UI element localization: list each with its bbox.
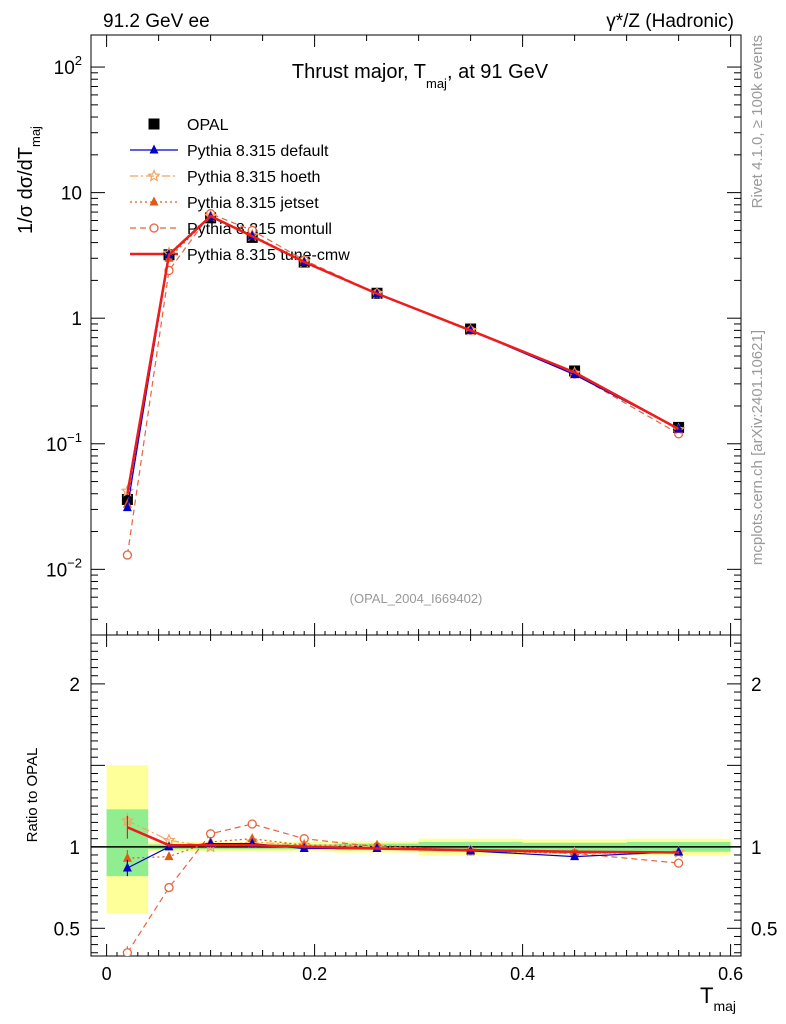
y-axis-label: 1/σ dσ/dTmaj [15, 126, 43, 234]
legend-label-opal: OPAL [187, 117, 229, 134]
legend-label-montull: Pythia 8.315 montull [187, 221, 332, 238]
ratio-y-tick-label: 0.5 [54, 919, 80, 940]
ratio-y-tick-label: 2 [69, 675, 80, 696]
header-energy: 91.2 GeV ee [103, 11, 210, 32]
ratio-point-montull [673, 858, 684, 868]
axis-ticks [91, 35, 741, 956]
legend-marker-opal [148, 118, 160, 130]
y-tick-label: 102 [54, 53, 82, 79]
rivet-version-label: Rivet 4.1.0, ≥ 100k events [749, 35, 766, 208]
x-tick-label: 0.2 [302, 964, 327, 984]
y-tick-label: 10−1 [46, 430, 82, 456]
legend-label-jetset: Pythia 8.315 jetset [187, 195, 319, 212]
ratio-bands [106, 765, 731, 914]
ratio-y-axis-label: Ratio to OPAL [24, 748, 41, 843]
ratio-point-default [122, 862, 132, 872]
y-tick-label: 1 [71, 309, 82, 330]
legend-marker-montull [149, 223, 159, 233]
series-line-tunecmw [126, 214, 680, 494]
ratio-point-default [570, 851, 580, 861]
ratio-point-montull [122, 948, 133, 956]
series-point-default [122, 502, 132, 512]
analysis-tag: (OPAL_2004_I669402) [350, 591, 483, 606]
ratio-line-jetset [127, 838, 679, 859]
ratio-y-tick-label-right: 2 [751, 675, 762, 696]
main-series-group [120, 209, 686, 560]
legend-label-tunecmw: Pythia 8.315 tune-cmw [187, 247, 350, 264]
ratio-point-jetset [122, 852, 132, 862]
legend-label-default: Pythia 8.315 default [187, 143, 329, 160]
y-tick-label: 10 [61, 184, 82, 205]
ratio-point-montull [247, 819, 257, 829]
legend-marker-hoeth [147, 168, 161, 182]
ratio-point-jetset [247, 833, 257, 843]
mcplots-label: mcplots.cern.ch [arXiv:2401.10621] [749, 330, 766, 565]
x-tick-label: 0.6 [718, 964, 743, 984]
x-tick-label: 0.4 [510, 964, 535, 984]
legend-marker-default [149, 144, 159, 154]
x-axis-label: Tmaj [700, 983, 736, 1014]
ratio-y-tick-label-right: 1 [751, 838, 762, 859]
y-tick-label: 10−2 [46, 555, 82, 581]
ratio-y-tick-label-right: 0.5 [751, 919, 777, 940]
series-point-montull [122, 550, 133, 560]
legend: OPAL Pythia 8.315 default Pythia 8.315 hoe… [130, 117, 350, 264]
legend-marker-jetset [149, 196, 159, 206]
ratio-point-jetset [164, 851, 174, 861]
ratio-point-montull [164, 882, 174, 893]
x-tick-label: 0 [102, 964, 112, 984]
plot-title: Thrust major, Tmaj, at 91 GeV [292, 61, 549, 91]
header-process: γ*/Z (Hadronic) [606, 11, 734, 32]
ratio-y-tick-label: 1 [69, 838, 80, 859]
legend-label-hoeth: Pythia 8.315 hoeth [187, 169, 320, 186]
ratio-plot-frame [90, 634, 742, 957]
ratio-series-group [120, 812, 686, 956]
